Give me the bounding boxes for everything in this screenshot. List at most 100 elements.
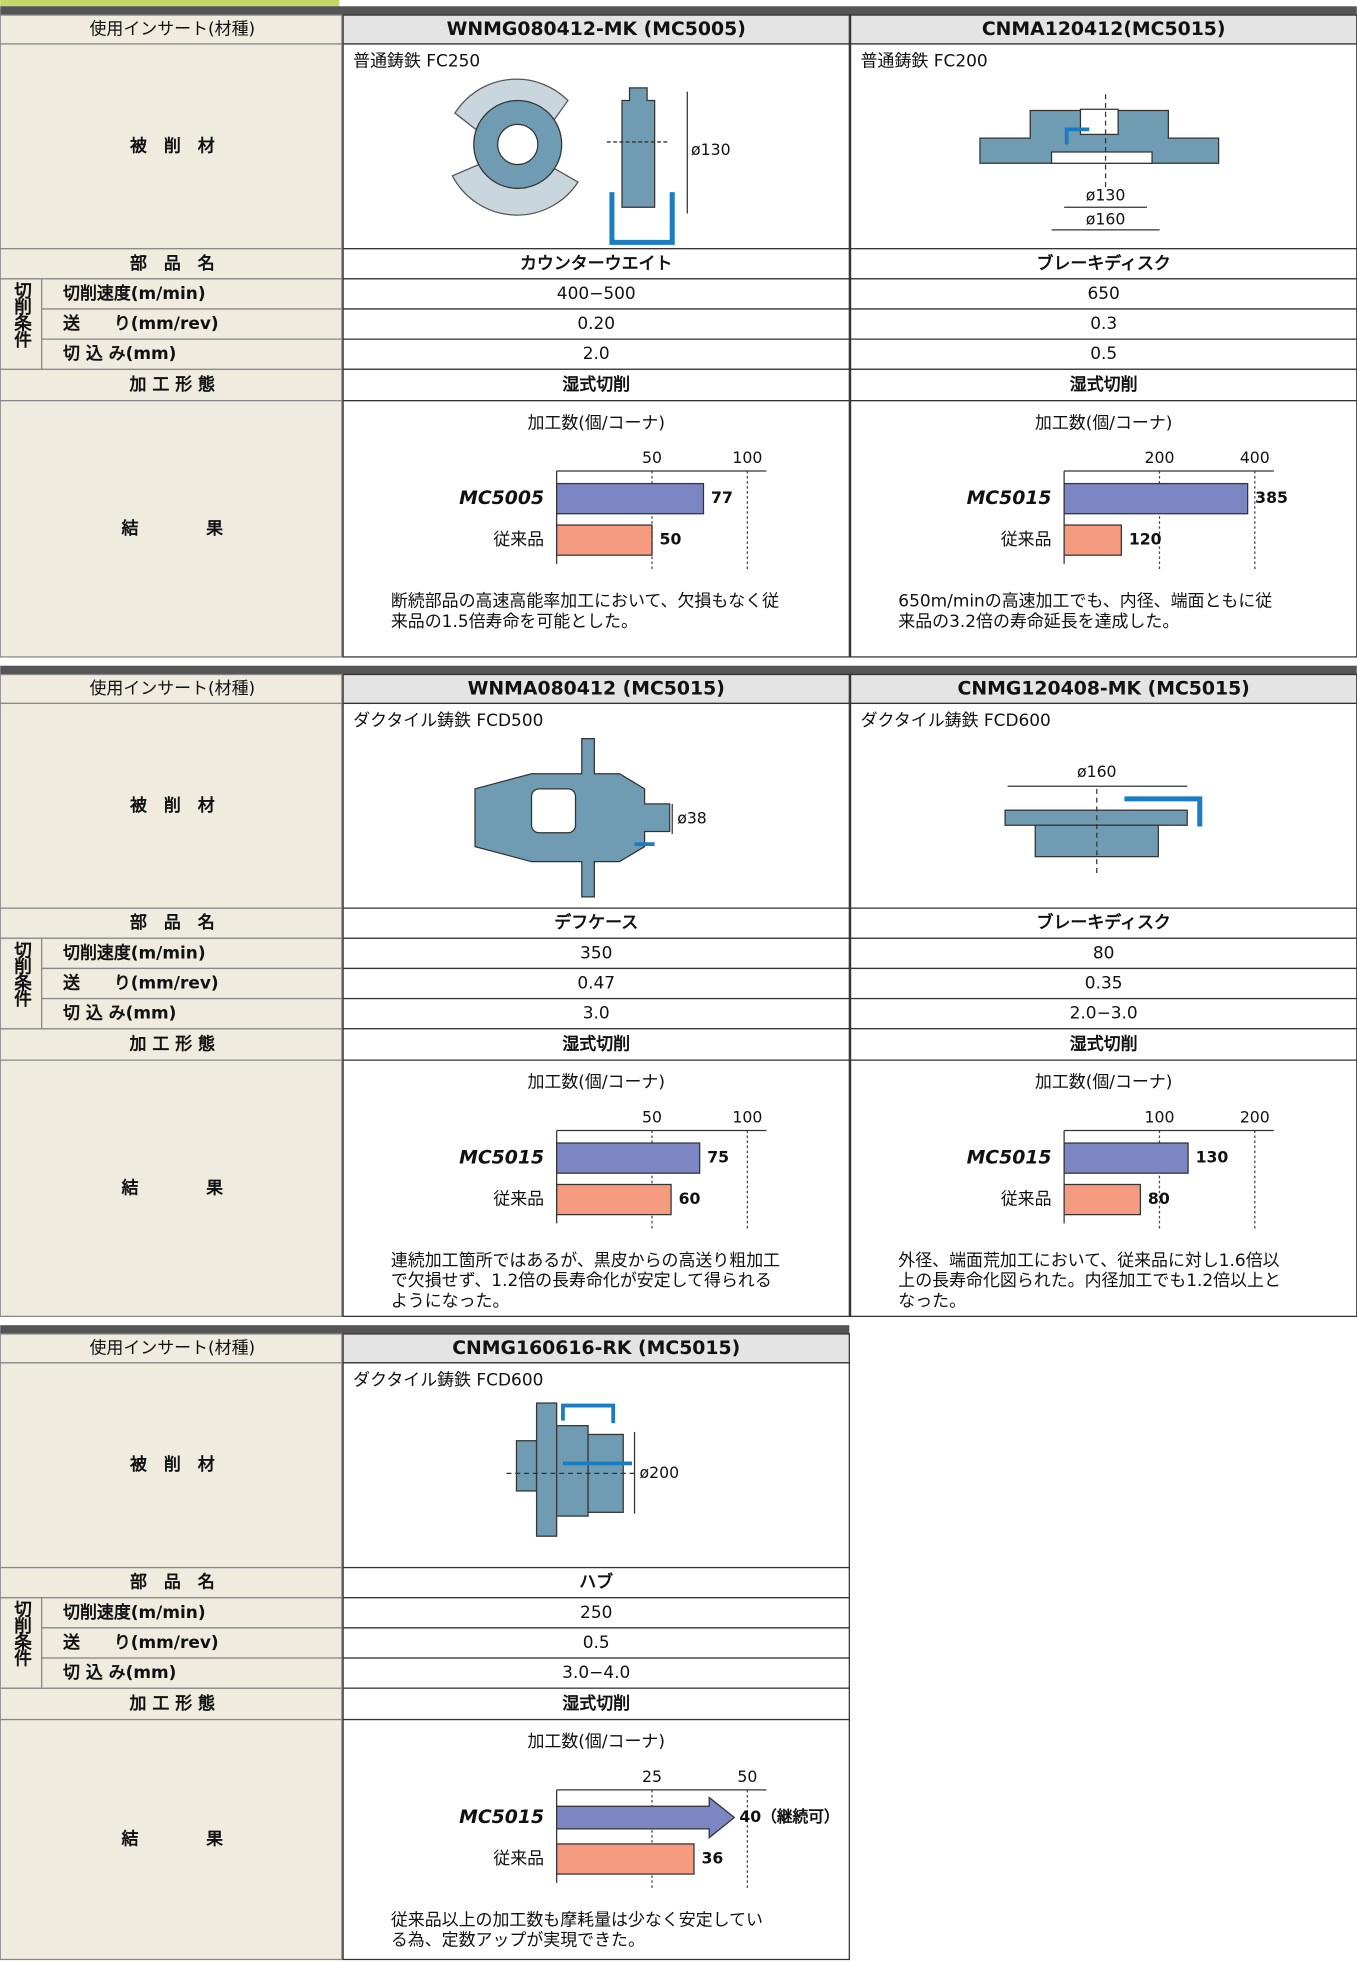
value-label: 40（継続可）	[739, 1807, 839, 1826]
category-label: 従来品	[493, 1848, 544, 1868]
chart-title: 加工数(個/コーナ)	[527, 1731, 665, 1751]
cell-text: ハブ	[579, 1572, 613, 1592]
material-name: ダクタイル鋳鉄 FCD500	[353, 710, 543, 730]
cell-text: 2.0−3.0	[1070, 1003, 1138, 1023]
cell-text: 350	[580, 942, 612, 962]
x-tick-label: 50	[737, 1767, 757, 1786]
diagram-label: ø160	[1086, 209, 1126, 228]
cell	[342, 673, 850, 705]
cell-text: ブレーキディスク	[1037, 912, 1171, 932]
note-line: 従来品以上の加工数も摩耗量は少なく安定してい	[391, 1910, 763, 1930]
cell-text: 3.0−4.0	[562, 1662, 630, 1682]
row-label: 部 品 名	[130, 253, 215, 273]
cell-text: 250	[580, 1602, 612, 1622]
cell	[0, 278, 43, 370]
cell	[849, 248, 1357, 280]
cell	[0, 1028, 343, 1061]
diagram-label: ø130	[1086, 185, 1126, 204]
category-label: 従来品	[493, 1189, 544, 1209]
material-name: 普通鋳鉄 FC250	[353, 51, 480, 71]
diagram-shape	[530, 788, 577, 834]
row-label: 切 込 み(mm)	[63, 1662, 176, 1682]
cell	[342, 907, 850, 939]
cell	[342, 43, 850, 250]
diagram-label: ø38	[677, 808, 707, 827]
note-line: 連続加工箇所ではあるが、黒皮からの高送り粗加工	[391, 1250, 780, 1270]
cell-text: CNMG120408-MK (MC5015)	[958, 678, 1250, 699]
value-label: 385	[1255, 488, 1288, 507]
row-label: 切 込 み(mm)	[63, 1003, 176, 1023]
cell-text: 0.5	[583, 1632, 610, 1652]
cell	[849, 14, 1357, 45]
accent-bar	[0, 0, 340, 7]
bar	[556, 1183, 672, 1216]
category-label: 従来品	[1001, 529, 1052, 549]
table-top-bar	[0, 1325, 850, 1334]
category-label: MC5005	[459, 488, 544, 509]
cell	[342, 248, 850, 280]
value-label: 80	[1148, 1189, 1170, 1208]
material-name: 普通鋳鉄 FC200	[861, 51, 988, 71]
value-label: 120	[1129, 530, 1162, 549]
material-name: ダクタイル鋳鉄 FCD600	[353, 1369, 543, 1389]
cell-text: カウンターウエイト	[520, 253, 672, 273]
cell-text: WNMA080412 (MC5015)	[468, 678, 725, 699]
cell	[342, 1627, 850, 1659]
cell-text: 80	[1093, 942, 1115, 962]
bar	[1063, 524, 1122, 556]
note-line: る為、定数アップが実現できた。	[391, 1930, 645, 1950]
bar	[556, 1142, 701, 1174]
cell	[41, 937, 343, 970]
cell-text: 0.3	[1090, 313, 1117, 333]
cell-text: 2.0	[583, 343, 610, 363]
x-tick-label: 50	[642, 448, 662, 467]
value-label: 75	[707, 1148, 729, 1167]
note-line: で欠損せず、1.2倍の長寿命化が安定して得られる	[391, 1270, 772, 1290]
cell	[0, 1718, 343, 1961]
row-label: 使用インサート(材種)	[89, 1337, 255, 1357]
row-label: 使用インサート(材種)	[89, 678, 255, 698]
row-label: 結 果	[120, 1829, 223, 1849]
row-label-vertical: 切削条件	[12, 941, 32, 1008]
cell-text: ブレーキディスク	[1037, 253, 1171, 273]
value-label: 50	[660, 530, 682, 549]
note-line: なった。	[898, 1290, 966, 1310]
cell-text: 0.20	[577, 313, 615, 333]
note-line: 断続部品の高速高能率加工において、欠損もなく従	[391, 591, 779, 611]
cell	[0, 1566, 343, 1599]
cell	[41, 997, 343, 1030]
diagram-shape	[535, 1402, 558, 1537]
diagram-accent	[1064, 127, 1090, 145]
table-top-bar	[0, 6, 1357, 16]
row-label: 送 り(mm/rev)	[63, 313, 219, 333]
cell-text: WNMG080412-MK (MC5005)	[447, 19, 746, 40]
category-label: MC5015	[459, 1148, 544, 1169]
row-label: 送 り(mm/rev)	[63, 1632, 219, 1652]
cell	[849, 997, 1357, 1030]
cell-text: 湿式切削	[562, 374, 630, 394]
cell-text: 3.0	[583, 1003, 610, 1023]
row-label: 加 工 形 態	[129, 1693, 216, 1713]
cell	[0, 400, 343, 658]
row-label: 結 果	[120, 1177, 223, 1197]
cell	[342, 967, 850, 1000]
diagram-label: ø160	[1077, 762, 1117, 781]
row-label: 送 り(mm/rev)	[63, 973, 219, 993]
diagram-accent	[609, 192, 675, 245]
cell-text: 湿式切削	[1070, 374, 1138, 394]
cell	[41, 308, 343, 340]
cell	[342, 937, 850, 970]
category-label: MC5015	[459, 1807, 544, 1828]
diagram-shape	[496, 123, 539, 166]
row-label: 被 削 材	[129, 1454, 215, 1474]
cell	[0, 1362, 343, 1569]
cell-text: 0.47	[577, 973, 615, 993]
cell	[0, 368, 343, 402]
cell	[342, 278, 850, 310]
cell	[849, 368, 1357, 402]
bar	[556, 1796, 736, 1839]
chart-title: 加工数(個/コーナ)	[527, 1072, 665, 1092]
x-tick-label: 50	[642, 1107, 662, 1126]
diagram-shape	[515, 1440, 538, 1492]
